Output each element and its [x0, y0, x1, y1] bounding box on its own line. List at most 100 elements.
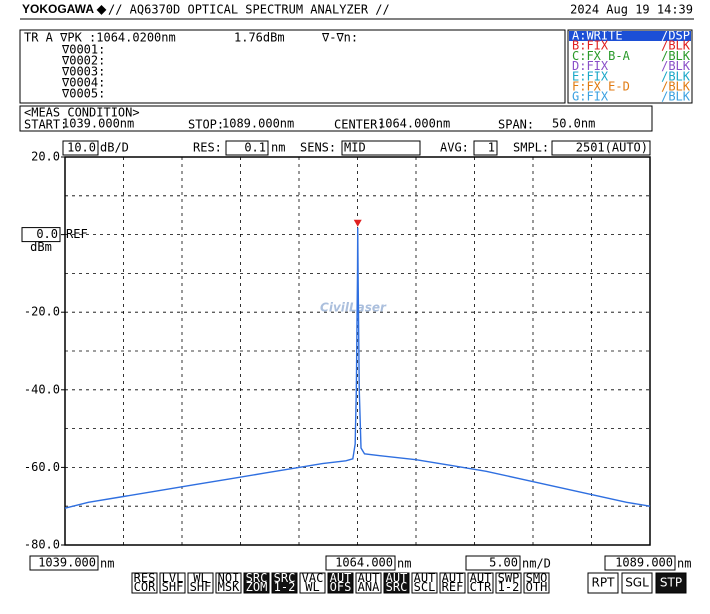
sens-box — [341, 140, 421, 156]
soft-button[interactable] — [131, 572, 158, 594]
key-button[interactable] — [621, 572, 653, 594]
smpl-box — [551, 140, 651, 156]
avg: 1 — [488, 141, 495, 155]
smpl: 2501(AUTO) — [576, 141, 648, 155]
button-top: AUT — [470, 571, 492, 585]
footer-unit: nm — [100, 557, 114, 571]
button-bottom: WL — [305, 580, 319, 594]
button-bottom: ANA — [358, 580, 380, 594]
soft-button[interactable] — [271, 572, 298, 594]
footer-unit: nm/D — [522, 557, 551, 571]
meas-box — [19, 105, 653, 132]
button-top: RES — [134, 571, 156, 585]
ref-unit: dBm — [30, 240, 52, 254]
trace-highlight — [569, 31, 691, 41]
button-top: SRC — [274, 571, 296, 585]
button-top: NOI — [218, 571, 240, 585]
soft-button[interactable] — [411, 572, 438, 594]
trace-status: /BLK — [661, 80, 691, 94]
footer-box — [29, 555, 99, 571]
button-bottom: SRC — [386, 580, 408, 594]
meas-label: CENTER: — [334, 118, 385, 132]
ref-box — [21, 227, 61, 243]
soft-button[interactable] — [439, 572, 466, 594]
res-box — [225, 140, 269, 156]
marker-line: TR A ∇PK :1064.0200nm — [24, 31, 176, 45]
button-bottom: REF — [442, 580, 464, 594]
button-top: AUT — [414, 571, 436, 585]
scale: 10.0 — [67, 141, 96, 155]
marker-box — [19, 29, 566, 104]
plot-frame — [64, 156, 651, 546]
button-bottom: OTH — [526, 580, 548, 594]
meas-label: SPAN: — [498, 118, 534, 132]
trace-box — [567, 29, 693, 104]
button-bottom: SCL — [414, 580, 436, 594]
key-button[interactable] — [655, 572, 687, 594]
avg-label: AVG: — [440, 141, 469, 155]
smpl-label: SMPL: — [513, 141, 549, 155]
marker-delta: ∇-∇n: — [321, 31, 358, 45]
trace-status: /DSP — [661, 29, 690, 43]
trace-status: /BLK — [661, 69, 691, 83]
soft-button[interactable] — [243, 572, 270, 594]
soft-button[interactable] — [215, 572, 242, 594]
footer-box — [604, 555, 676, 571]
y-tick-label: -40.0 — [24, 382, 60, 396]
button-top: AUT — [330, 571, 352, 585]
key-label: STP — [660, 576, 682, 590]
y-tick-label: -20.0 — [24, 305, 60, 319]
soft-button[interactable] — [299, 572, 326, 594]
meas-label: START: — [24, 118, 67, 132]
button-top: AUT — [358, 571, 380, 585]
meas-value: 1039.000nm — [62, 117, 134, 131]
meas-heading: <MEAS CONDITION> — [24, 106, 140, 120]
scale-box — [62, 140, 99, 156]
trace-status: /BLK — [661, 39, 691, 53]
soft-button[interactable] — [467, 572, 494, 594]
y-tick-label: 0.0 — [36, 227, 58, 241]
button-bottom: 1-2 — [498, 580, 520, 594]
trace-status: /BLK — [661, 59, 691, 73]
meas-value: 1064.000nm — [378, 117, 450, 131]
sens: MID — [344, 141, 366, 155]
button-bottom: CTR — [470, 580, 492, 594]
title: // AQ6370D OPTICAL SPECTRUM ANALYZER // — [108, 3, 390, 17]
footer-value: 1064.000 — [335, 556, 393, 570]
res-unit: nm — [271, 141, 285, 155]
soft-button[interactable] — [187, 572, 214, 594]
marker-slot: ∇0001: — [61, 43, 105, 57]
soft-button[interactable] — [495, 572, 522, 594]
key-label: RPT — [592, 576, 616, 590]
button-top: WL — [193, 571, 207, 585]
soft-button[interactable] — [383, 572, 410, 594]
soft-button[interactable] — [523, 572, 550, 594]
key-label: SGL — [625, 576, 649, 590]
trace-label: F:FX E-D — [572, 80, 630, 94]
footer-box — [465, 555, 521, 571]
soft-button[interactable] — [327, 572, 354, 594]
soft-button[interactable] — [355, 572, 382, 594]
button-top: AUT — [442, 571, 464, 585]
y-tick-label: -60.0 — [24, 460, 60, 474]
soft-button[interactable] — [159, 572, 186, 594]
button-top: AUT — [386, 571, 408, 585]
marker-slot: ∇0005: — [61, 87, 105, 101]
watermark: CivilLaser — [320, 301, 387, 315]
trace-label: C:FX B-A — [572, 49, 631, 63]
button-bottom: MSK — [218, 580, 240, 594]
button-top: SMO — [526, 571, 548, 585]
button-bottom: COR — [134, 580, 156, 594]
brand: YOKOGAWA ◆ — [22, 2, 107, 16]
trace-label: B:FIX — [572, 39, 609, 53]
button-top: LVL — [162, 571, 184, 585]
footer-unit: nm — [677, 557, 691, 571]
button-bottom: 1-2 — [274, 580, 296, 594]
y-tick-label: -80.0 — [24, 538, 60, 552]
footer-unit: nm — [397, 557, 411, 571]
avg-box — [473, 140, 498, 156]
button-bottom: SHF — [162, 580, 184, 594]
key-button[interactable] — [587, 572, 619, 594]
res-label: RES: — [193, 141, 222, 155]
